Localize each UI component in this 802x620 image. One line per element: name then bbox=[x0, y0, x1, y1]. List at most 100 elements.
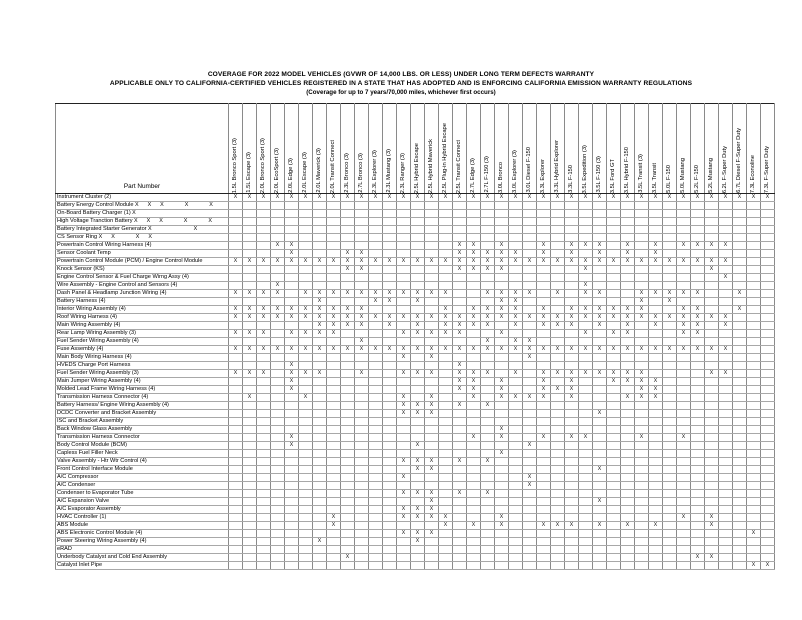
grid-cell bbox=[746, 393, 761, 402]
grid-cell bbox=[494, 417, 509, 426]
grid-cell bbox=[550, 225, 565, 234]
grid-cell bbox=[466, 401, 481, 410]
grid-cell bbox=[690, 457, 705, 466]
grid-cell bbox=[704, 289, 719, 298]
grid-cell bbox=[690, 489, 705, 498]
grid-cell bbox=[242, 361, 257, 370]
grid-cell bbox=[578, 273, 593, 282]
grid-cell: X bbox=[452, 241, 467, 250]
grid-cell bbox=[438, 505, 453, 514]
grid-cell bbox=[704, 529, 719, 538]
grid-cell bbox=[298, 233, 313, 242]
grid-cell bbox=[284, 481, 299, 490]
grid-cell bbox=[410, 209, 425, 218]
grid-cell bbox=[270, 433, 285, 442]
grid-cell bbox=[676, 297, 691, 306]
grid-cell bbox=[270, 361, 285, 370]
grid-cell bbox=[480, 473, 495, 482]
grid-cell: X bbox=[270, 313, 285, 322]
grid-cell: X bbox=[410, 297, 425, 306]
grid-cell bbox=[494, 209, 509, 218]
grid-cell bbox=[718, 529, 733, 538]
grid-cell bbox=[298, 497, 313, 506]
column-header-vehicle: 3.5L Transit bbox=[648, 103, 663, 194]
grid-cell bbox=[550, 409, 565, 418]
grid-cell bbox=[228, 489, 243, 498]
grid-cell: X bbox=[242, 329, 257, 338]
grid-cell: X bbox=[592, 345, 607, 354]
table-row: DCDC Converter and Bracket Assembly X X X X bbox=[55, 409, 775, 418]
grid-cell bbox=[634, 353, 649, 362]
grid-cell: X bbox=[690, 321, 705, 330]
grid-cell bbox=[494, 481, 509, 490]
grid-cell bbox=[732, 369, 747, 378]
grid-cell bbox=[648, 273, 663, 282]
grid-cell bbox=[354, 497, 369, 506]
grid-cell bbox=[382, 305, 397, 314]
grid-cell: X bbox=[256, 329, 271, 338]
grid-cell: X bbox=[368, 297, 383, 306]
grid-cell bbox=[760, 481, 775, 490]
grid-cell bbox=[382, 329, 397, 338]
grid-cell bbox=[354, 393, 369, 402]
grid-cell bbox=[662, 465, 677, 474]
grid-cell bbox=[438, 425, 453, 434]
grid-cell bbox=[270, 481, 285, 490]
grid-cell bbox=[690, 409, 705, 418]
grid-cell bbox=[326, 337, 341, 346]
grid-cell: X bbox=[522, 353, 537, 362]
grid-cell bbox=[634, 441, 649, 450]
grid-cell bbox=[228, 361, 243, 370]
grid-cell bbox=[242, 241, 257, 250]
grid-cell: X bbox=[410, 409, 425, 418]
grid-cell bbox=[326, 225, 341, 234]
grid-cell: X bbox=[340, 313, 355, 322]
grid-cell bbox=[732, 545, 747, 554]
grid-cell bbox=[494, 217, 509, 226]
grid-cell bbox=[508, 425, 523, 434]
grid-cell: X bbox=[424, 465, 439, 474]
grid-cell bbox=[242, 521, 257, 530]
grid-cell: X bbox=[284, 345, 299, 354]
grid-cell bbox=[606, 521, 621, 530]
grid-cell bbox=[592, 281, 607, 290]
grid-cell: X bbox=[312, 369, 327, 378]
grid-cell: X bbox=[354, 257, 369, 266]
grid-cell bbox=[228, 209, 243, 218]
grid-cell bbox=[522, 377, 537, 386]
grid-cell bbox=[620, 281, 635, 290]
grid-cell bbox=[368, 537, 383, 546]
grid-cell bbox=[368, 441, 383, 450]
grid-cell bbox=[354, 425, 369, 434]
row-label: Capless Fuel Filler Neck bbox=[55, 449, 229, 458]
grid-cell bbox=[634, 409, 649, 418]
grid-cell bbox=[270, 521, 285, 530]
grid-cell bbox=[494, 489, 509, 498]
grid-cell bbox=[746, 409, 761, 418]
grid-cell: X bbox=[326, 313, 341, 322]
grid-cell bbox=[340, 433, 355, 442]
grid-cell bbox=[242, 529, 257, 538]
grid-cell bbox=[312, 473, 327, 482]
grid-cell bbox=[620, 225, 635, 234]
grid-cell bbox=[256, 513, 271, 522]
grid-cell bbox=[746, 497, 761, 506]
grid-cell bbox=[704, 305, 719, 314]
grid-cell: X bbox=[508, 305, 523, 314]
grid-cell bbox=[606, 297, 621, 306]
grid-cell bbox=[746, 353, 761, 362]
grid-cell bbox=[270, 489, 285, 498]
grid-cell: X bbox=[508, 313, 523, 322]
column-header-vehicle: 1.5L Bronco Sport (3) bbox=[228, 103, 243, 194]
grid-cell: X bbox=[424, 193, 439, 202]
grid-cell bbox=[256, 401, 271, 410]
grid-cell bbox=[242, 201, 257, 210]
grid-cell bbox=[256, 273, 271, 282]
grid-cell bbox=[732, 537, 747, 546]
grid-cell: X bbox=[424, 457, 439, 466]
grid-cell: X bbox=[592, 257, 607, 266]
grid-cell: X bbox=[718, 273, 733, 282]
column-header-vehicle: 2.3L Bronco (3) bbox=[340, 103, 355, 194]
grid-cell bbox=[494, 337, 509, 346]
grid-cell bbox=[704, 225, 719, 234]
